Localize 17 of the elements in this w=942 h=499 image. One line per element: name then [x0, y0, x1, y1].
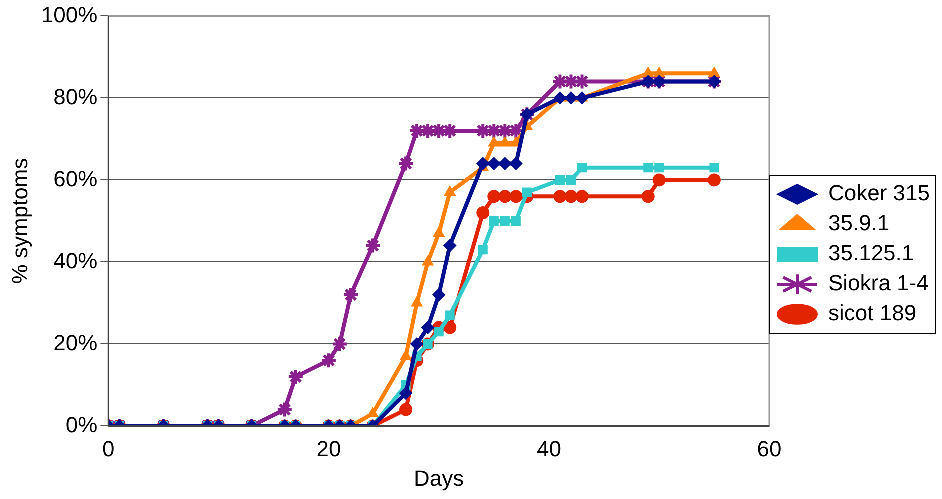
- y-axis-title: % symptoms: [7, 158, 32, 284]
- x-tick-label: 60: [757, 436, 782, 462]
- x-tick-label: 0: [102, 436, 115, 462]
- y-tick-label: 20%: [54, 330, 98, 356]
- legend-label: Coker 315: [828, 180, 930, 206]
- legend-label: Siokra 1-4: [828, 270, 929, 296]
- legend-label: sicot 189: [828, 300, 917, 326]
- legend-label: 35.125.1: [828, 240, 914, 266]
- x-tick-label: 20: [316, 436, 342, 462]
- y-tick-label: 80%: [54, 84, 98, 110]
- x-axis-title: Days: [414, 466, 464, 491]
- y-tick-label: 60%: [54, 166, 98, 192]
- y-tick-label: 40%: [54, 248, 98, 274]
- legend-label: 35.9.1: [828, 210, 890, 236]
- y-tick-label: 100%: [41, 2, 98, 28]
- y-tick-label: 0%: [66, 412, 98, 438]
- x-tick-label: 40: [536, 436, 562, 462]
